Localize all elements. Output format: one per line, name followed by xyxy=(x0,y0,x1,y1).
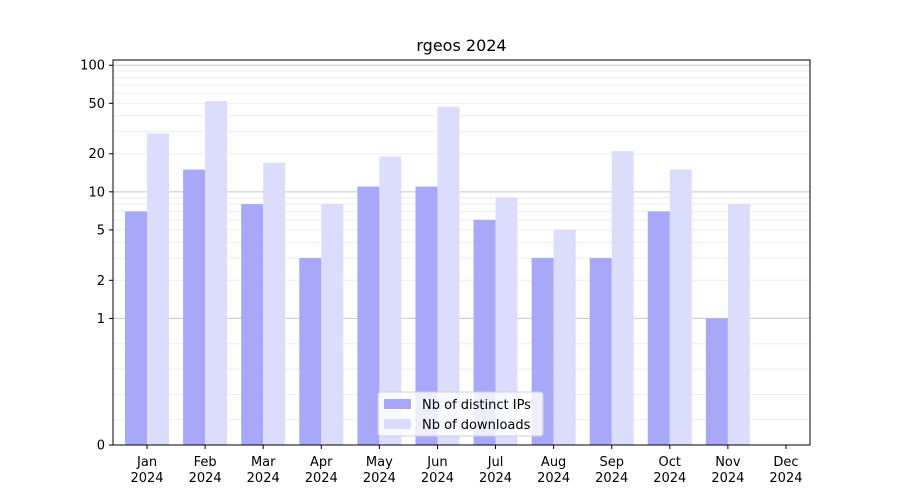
bar-distinct-ips xyxy=(183,169,206,445)
bar-downloads xyxy=(669,169,692,445)
x-tick-label-year: 2024 xyxy=(421,471,454,486)
x-tick-label-year: 2024 xyxy=(479,471,512,486)
x-tick-label-month: Dec xyxy=(773,455,798,470)
bars xyxy=(125,101,750,446)
legend-box xyxy=(377,391,544,437)
bar-downloads xyxy=(495,197,518,445)
legend-label: Nb of distinct IPs xyxy=(422,398,531,413)
x-tick-label-year: 2024 xyxy=(189,471,222,486)
x-tick-label-year: 2024 xyxy=(537,471,570,486)
bar-downloads xyxy=(611,151,634,445)
chart-title: rgeos 2024 xyxy=(416,36,506,55)
bar-distinct-ips xyxy=(241,204,264,445)
bar-distinct-ips xyxy=(415,186,438,446)
bar-downloads xyxy=(263,162,286,445)
bar-downloads xyxy=(437,106,460,445)
x-tick-label-month: Sep xyxy=(599,455,624,470)
bar-downloads xyxy=(379,156,402,446)
x-tick-label-month: Nov xyxy=(715,455,741,470)
x-tick-label-year: 2024 xyxy=(247,471,280,486)
bar-downloads xyxy=(553,229,576,445)
bar-distinct-ips xyxy=(299,258,322,445)
y-axis: 0 1 2 5 10 20 50 100 xyxy=(80,59,113,454)
x-axis: Jan2024Feb2024Mar2024Apr2024May2024Jun20… xyxy=(130,445,803,486)
x-tick-label-month: Jul xyxy=(487,455,504,470)
x-tick-label-year: 2024 xyxy=(363,471,396,486)
bar-distinct-ips xyxy=(357,186,380,446)
y-tick-label: 50 xyxy=(88,97,105,112)
y-tick-label: 1 xyxy=(97,312,105,327)
bar-downloads xyxy=(205,101,228,446)
bar-downloads xyxy=(727,204,750,445)
x-tick-label-month: Jan xyxy=(136,455,157,470)
y-tick-label: 100 xyxy=(80,59,105,74)
bar-distinct-ips xyxy=(125,211,148,445)
x-tick-label-year: 2024 xyxy=(130,471,163,486)
y-tick-label: 20 xyxy=(88,147,105,162)
y-tick-label: 2 xyxy=(97,274,105,289)
legend-label: Nb of downloads xyxy=(422,418,531,433)
bar-distinct-ips xyxy=(473,219,496,445)
bar-downloads xyxy=(147,133,170,445)
x-tick-label-month: Apr xyxy=(310,455,333,470)
x-tick-label-year: 2024 xyxy=(305,471,338,486)
y-tick-label: 0 xyxy=(97,439,105,454)
legend-swatch xyxy=(384,419,411,429)
bar-distinct-ips xyxy=(647,211,670,445)
bar-distinct-ips xyxy=(705,318,728,445)
y-tick-label: 5 xyxy=(97,223,105,238)
x-tick-label-year: 2024 xyxy=(711,471,744,486)
x-tick-label-month: Mar xyxy=(251,455,276,470)
x-tick-label-year: 2024 xyxy=(595,471,628,486)
x-tick-label-month: Aug xyxy=(541,455,566,470)
bar-distinct-ips xyxy=(589,258,612,445)
legend: Nb of distinct IPs Nb of downloads xyxy=(377,391,544,437)
y-tick-label: 10 xyxy=(88,185,105,200)
x-tick-label-year: 2024 xyxy=(653,471,686,486)
plot-frame xyxy=(112,59,811,446)
bar-downloads xyxy=(321,204,344,445)
x-tick-label-month: May xyxy=(366,455,393,470)
x-tick-label-month: Jun xyxy=(426,455,447,470)
x-tick-label-year: 2024 xyxy=(769,471,802,486)
x-tick-label-month: Oct xyxy=(659,455,681,470)
legend-swatch xyxy=(384,399,411,409)
x-tick-label-month: Feb xyxy=(194,455,217,470)
